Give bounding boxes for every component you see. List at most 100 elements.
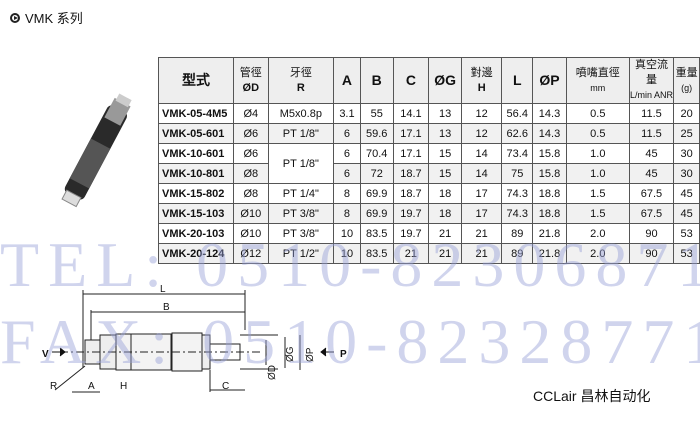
table-cell: 70.4 bbox=[359, 143, 394, 164]
table-cell: 2.0 bbox=[565, 223, 630, 244]
column-header: ØG bbox=[428, 57, 462, 104]
table-cell: 74.3 bbox=[501, 203, 534, 224]
header-label: ØG bbox=[434, 72, 457, 88]
table-cell: 6 bbox=[333, 163, 361, 184]
column-header: A bbox=[333, 57, 361, 104]
column-header: L bbox=[501, 57, 534, 104]
table-cell: Ø4 bbox=[232, 103, 269, 124]
table-cell: PT 1/8" bbox=[267, 143, 335, 184]
header-label: 管徑 bbox=[239, 66, 262, 79]
table-cell: 19.7 bbox=[392, 223, 430, 244]
table-cell: VMK-10-801 bbox=[158, 163, 234, 184]
table-cell: 3.1 bbox=[333, 103, 361, 124]
arrow-v-icon bbox=[52, 347, 66, 357]
header-label: 對邊 bbox=[470, 66, 493, 79]
table-cell: 10 bbox=[333, 243, 361, 264]
table-cell: 21 bbox=[460, 223, 503, 244]
table-cell: 6 bbox=[333, 143, 361, 164]
table-cell: 15 bbox=[428, 163, 462, 184]
table-cell: 89 bbox=[501, 223, 534, 244]
table-cell: 18.7 bbox=[392, 183, 430, 204]
header-label: C bbox=[405, 72, 416, 88]
table-cell: VMK-05-4M5 bbox=[158, 103, 234, 124]
table-cell: 67.5 bbox=[628, 183, 675, 204]
header-label: B bbox=[371, 72, 382, 88]
header-sublabel: L/min ANR bbox=[629, 90, 673, 100]
header-sublabel: R bbox=[296, 81, 305, 94]
table-cell: 45 bbox=[673, 203, 700, 224]
table-cell: 30 bbox=[673, 143, 700, 164]
table-cell: 72 bbox=[359, 163, 394, 184]
table-cell: 90 bbox=[628, 223, 675, 244]
table-cell: VMK-20-103 bbox=[158, 223, 234, 244]
label-l: L bbox=[160, 284, 166, 295]
header-sublabel: H bbox=[477, 81, 486, 94]
table-cell: 18 bbox=[428, 203, 462, 224]
label-a: A bbox=[88, 381, 95, 392]
table-cell: 73.4 bbox=[501, 143, 534, 164]
header-label: 牙徑 bbox=[289, 66, 312, 79]
table-cell: 14.1 bbox=[392, 103, 430, 124]
table-row: VMK-10-601 Ø6 PT 1/8" 6 70.4 17.1 15 14 73.4 15.8… bbox=[158, 143, 700, 184]
header-sublabel: mm bbox=[590, 82, 606, 93]
table-cell: 14.3 bbox=[532, 103, 567, 124]
header-label: ØP bbox=[539, 72, 560, 88]
label-b: B bbox=[163, 302, 170, 313]
column-header: ØP bbox=[532, 57, 567, 104]
table-cell: 74.3 bbox=[501, 183, 534, 204]
table-cell: 75 bbox=[501, 163, 534, 184]
table-cell: 8 bbox=[333, 203, 361, 224]
table-cell: 18 bbox=[428, 183, 462, 204]
table-cell: 45 bbox=[628, 143, 675, 164]
table-row: VMK-20-103 Ø10 PT 3/8" 10 83.5 19.7 21 21 89 21.8… bbox=[158, 223, 700, 244]
table-cell: 69.9 bbox=[359, 183, 394, 204]
table-cell: 90 bbox=[628, 243, 675, 264]
column-header: 型式 bbox=[158, 57, 234, 104]
table-cell: 45 bbox=[673, 183, 700, 204]
table-cell: 15.8 bbox=[532, 163, 567, 184]
label-d: ØD bbox=[267, 365, 278, 380]
table-row: VMK-10-801 Ø8 6 72 18.7 15 14 75 15.8 1.0 45 30 bbox=[158, 163, 700, 184]
table-cell: 11.5 bbox=[628, 103, 675, 124]
table-cell: 17.1 bbox=[392, 123, 430, 144]
table-cell: 12 bbox=[460, 123, 503, 144]
table-cell: 15.8 bbox=[532, 143, 567, 164]
table-cell: 14.3 bbox=[532, 123, 567, 144]
table-cell: Ø12 bbox=[232, 243, 269, 264]
table-cell: PT 1/4" bbox=[267, 183, 335, 204]
table-cell: 20 bbox=[673, 103, 700, 124]
table-cell: 53 bbox=[673, 223, 700, 244]
table-cell: VMK-15-802 bbox=[158, 183, 234, 204]
table-cell: 17.1 bbox=[392, 143, 430, 164]
label-pd: ØP bbox=[305, 347, 316, 362]
column-header: 噴嘴直徑 mm bbox=[565, 57, 630, 104]
table-cell: VMK-10-601 bbox=[158, 143, 234, 164]
label-v: V bbox=[42, 349, 49, 360]
header-label: A bbox=[341, 72, 353, 88]
table-cell: PT 1/8" bbox=[267, 123, 335, 144]
table-cell: 18.8 bbox=[532, 183, 567, 204]
table-cell: 21 bbox=[460, 243, 503, 264]
table-cell: 19.7 bbox=[392, 203, 430, 224]
table-cell: 6 bbox=[333, 123, 361, 144]
table-cell: PT 3/8" bbox=[267, 203, 335, 224]
play-circle-icon bbox=[10, 12, 20, 23]
table-cell: 1.5 bbox=[565, 183, 630, 204]
table-cell: PT 3/8" bbox=[267, 223, 335, 244]
table-cell: 0.5 bbox=[565, 103, 630, 124]
table-cell: 0.5 bbox=[565, 123, 630, 144]
table-cell: 83.5 bbox=[359, 243, 394, 264]
header-sublabel: ØD bbox=[242, 81, 260, 94]
label-r: R bbox=[50, 381, 57, 392]
table-cell: 17 bbox=[460, 203, 503, 224]
table-cell: Ø8 bbox=[232, 163, 269, 184]
table-cell: Ø10 bbox=[232, 223, 269, 244]
table-cell: 18.8 bbox=[532, 203, 567, 224]
table-cell: 1.0 bbox=[565, 163, 630, 184]
header-sublabel: (g) bbox=[681, 82, 693, 93]
table-cell: Ø8 bbox=[232, 183, 269, 204]
table-cell: 14 bbox=[460, 163, 503, 184]
table-cell: 67.5 bbox=[628, 203, 675, 224]
table-cell: 53 bbox=[673, 243, 700, 264]
